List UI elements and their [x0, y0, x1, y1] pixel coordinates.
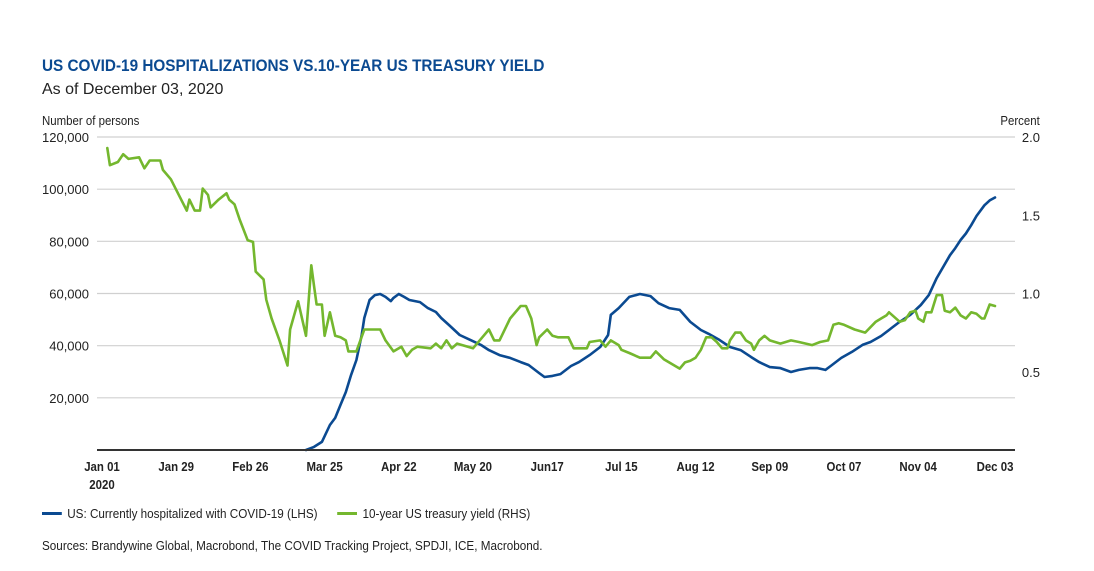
- x-axis-tick-label: Jan 29: [158, 459, 194, 474]
- x-axis-tick-label: Jun17: [531, 459, 564, 474]
- legend-item-hospitalized: US: Currently hospitalized with COVID-19…: [42, 506, 318, 521]
- x-axis-tick-label: Dec 03: [977, 459, 1014, 474]
- right-axis-tick-label: 2.0: [1022, 130, 1040, 145]
- x-axis-tick-label: Oct 07: [826, 459, 861, 474]
- legend-swatch-hospitalized: [42, 512, 62, 515]
- x-axis-tick-label: May 20: [454, 459, 492, 474]
- x-axis-tick-label: Sep 09: [751, 459, 788, 474]
- legend-label-yield: 10-year US treasury yield (RHS): [362, 506, 531, 521]
- x-axis-tick-label: Jan 01: [84, 459, 120, 474]
- x-axis-tick-label: Jul 15: [605, 459, 638, 474]
- left-axis-tick-label: 80,000: [49, 234, 89, 249]
- hospitalized-series-line: [304, 196, 997, 452]
- left-axis-tick-label: 60,000: [49, 287, 89, 302]
- x-axis-tick-label: Feb 26: [232, 459, 268, 474]
- x-axis-tick-label: Apr 22: [381, 459, 417, 474]
- left-axis-title: Number of persons: [42, 113, 140, 128]
- right-axis-title: Percent: [1000, 113, 1040, 128]
- x-axis-tick-label: Nov 04: [899, 459, 937, 474]
- x-axis-tick-sublabel: 2020: [89, 477, 115, 492]
- right-axis-tick-label: 1.0: [1022, 287, 1040, 302]
- right-axis-ticks: 0.5 1.0 1.5 2.0: [1022, 130, 1040, 380]
- x-axis-tick-label: Mar 25: [306, 459, 342, 474]
- gridlines: [97, 136, 1015, 399]
- right-axis-tick-label: 0.5: [1022, 365, 1040, 380]
- chart-subtitle: As of December 03, 2020: [42, 81, 224, 98]
- left-axis-tick-label: 100,000: [42, 182, 89, 197]
- legend-item-yield: 10-year US treasury yield (RHS): [337, 506, 530, 521]
- legend: US: Currently hospitalized with COVID-19…: [42, 506, 550, 521]
- left-axis-tick-label: 40,000: [49, 339, 89, 354]
- legend-label-hospitalized: US: Currently hospitalized with COVID-19…: [67, 506, 318, 521]
- source-note: Sources: Brandywine Global, Macrobond, T…: [42, 538, 543, 553]
- right-axis-tick-label: 1.5: [1022, 208, 1040, 223]
- x-axis-tick-label: Aug 12: [677, 459, 715, 474]
- series-lines: [106, 146, 997, 452]
- left-axis-tick-label: 120,000: [42, 130, 89, 145]
- legend-swatch-yield: [337, 512, 358, 515]
- chart-title: US COVID-19 HOSPITALIZATIONS VS.10-YEAR …: [42, 56, 545, 75]
- left-axis-ticks: 20,000 40,000 60,000 80,000 100,000 120,000: [42, 130, 89, 406]
- x-axis-ticks: Jan 01 2020 Jan 29 Feb 26 Mar 25 Apr 22 May 20…: [84, 459, 1013, 492]
- left-axis-tick-label: 20,000: [49, 391, 89, 406]
- treasury-yield-series-line: [106, 146, 997, 370]
